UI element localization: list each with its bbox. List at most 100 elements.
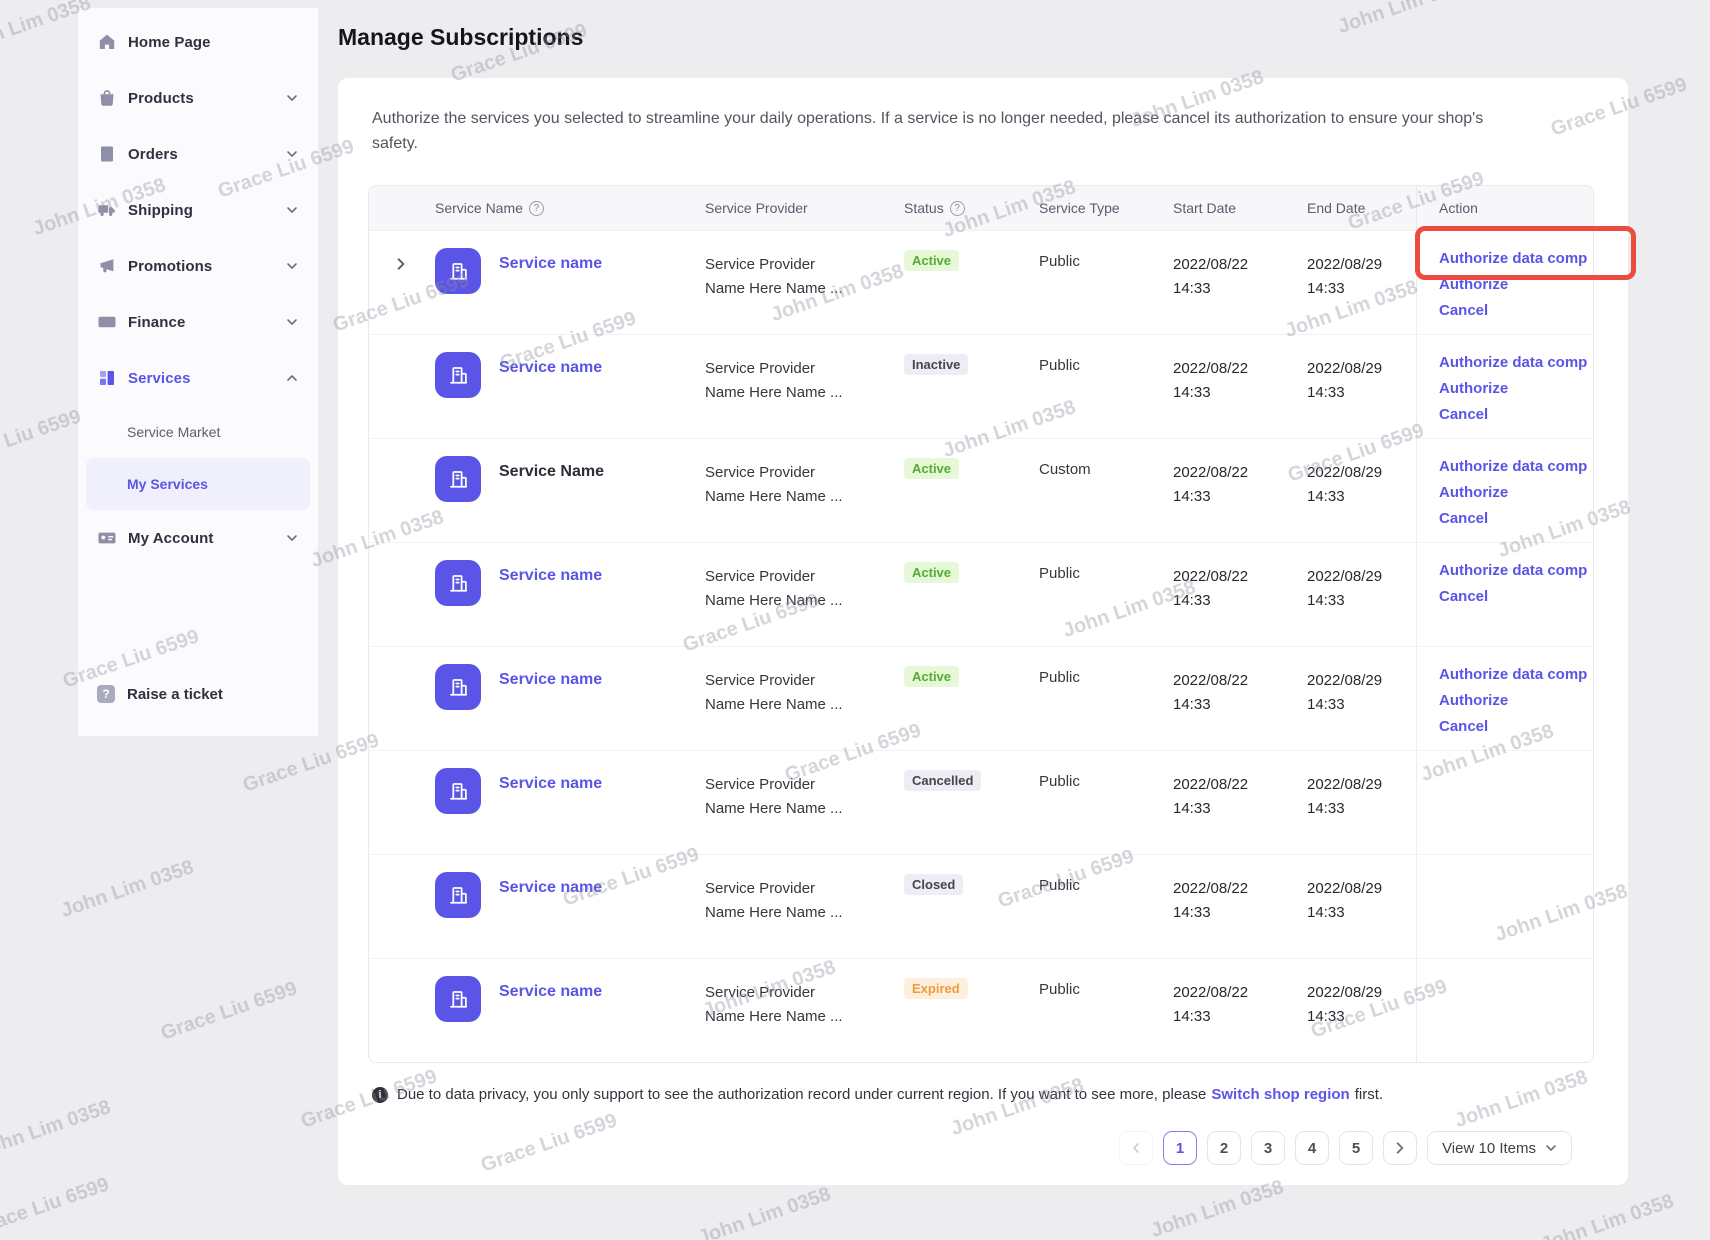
action-link-cancel[interactable]: Cancel [1439, 588, 1489, 605]
service-name-link[interactable]: Service name [499, 255, 603, 272]
action-link-cancel[interactable]: Cancel [1439, 406, 1489, 423]
megaphone-icon [97, 256, 117, 276]
watermark-text: Grace Liu 6599 [158, 977, 300, 1045]
service-building-icon [435, 664, 481, 710]
status-badge: Active [904, 458, 960, 479]
action-link-authorize[interactable]: Authorize [1439, 276, 1509, 293]
previous-page-button[interactable] [1119, 1131, 1154, 1165]
page-button-3[interactable]: 3 [1251, 1131, 1286, 1165]
orders-icon [97, 144, 117, 164]
info-icon: i [372, 1086, 388, 1103]
table-row: Service name Service Provider Name Here … [369, 542, 1593, 646]
status-badge: Active [904, 562, 960, 583]
action-link-authorize-data-comp[interactable]: Authorize data comp [1439, 562, 1588, 579]
ticket-question-icon: ? [97, 685, 115, 703]
services-icon [97, 368, 117, 388]
service-building-icon [435, 456, 481, 502]
action-cell [1416, 959, 1593, 1062]
start-date: 2022/08/22 14:33 [1173, 984, 1249, 1025]
start-date: 2022/08/22 14:33 [1173, 776, 1249, 817]
start-date: 2022/08/22 14:33 [1173, 568, 1249, 609]
service-provider: Service Provider Name Here Name ... [705, 672, 843, 713]
sidebar-item-services[interactable]: Services [78, 350, 318, 406]
service-name-link[interactable]: Service name [499, 567, 603, 584]
column-header-service-type: Service Type [1039, 200, 1120, 216]
service-building-icon [435, 872, 481, 918]
sidebar-item-shipping[interactable]: Shipping [78, 182, 318, 238]
sidebar-item-my-account[interactable]: My Account [78, 510, 318, 566]
help-icon[interactable]: ? [949, 200, 965, 216]
action-link-authorize[interactable]: Authorize [1439, 484, 1509, 501]
service-provider: Service Provider Name Here Name ... [705, 880, 843, 921]
action-link-authorize[interactable]: Authorize [1439, 380, 1509, 397]
page-title: Manage Subscriptions [338, 24, 584, 50]
sidebar-item-raise-ticket[interactable]: ? Raise a ticket [78, 672, 318, 716]
sidebar-item-orders[interactable]: Orders [78, 126, 318, 182]
table-row: Service name Service Provider Name Here … [369, 854, 1593, 958]
table-row: Service name Service Provider Name Here … [369, 334, 1593, 438]
service-type: Public [1039, 565, 1080, 582]
table-body: Service name Service Provider Name Here … [369, 230, 1593, 1062]
sidebar-item-finance[interactable]: Finance [78, 294, 318, 350]
privacy-note: i Due to data privacy, you only support … [372, 1086, 1383, 1103]
sidebar-item-home-page[interactable]: Home Page [78, 14, 318, 70]
end-date: 2022/08/29 14:33 [1307, 984, 1383, 1025]
truck-icon [97, 200, 117, 220]
service-provider: Service Provider Name Here Name ... [705, 256, 843, 297]
page-size-dropdown[interactable]: View 10 Items [1427, 1131, 1572, 1165]
end-date: 2022/08/29 14:33 [1307, 568, 1383, 609]
account-icon [97, 528, 117, 548]
action-cell: Authorize data comp Authorize Cancel [1416, 439, 1593, 542]
chevron-down-icon [286, 532, 298, 544]
card-icon [97, 312, 117, 332]
page-button-5[interactable]: 5 [1339, 1131, 1374, 1165]
action-link-authorize-data-comp[interactable]: Authorize data comp [1439, 458, 1588, 475]
action-link-authorize[interactable]: Authorize [1439, 692, 1509, 709]
sidebar-subitem-service-market[interactable]: Service Market [127, 424, 221, 440]
action-link-cancel[interactable]: Cancel [1439, 302, 1489, 319]
page-button-2[interactable]: 2 [1207, 1131, 1242, 1165]
action-link-authorize-data-comp[interactable]: Authorize data comp [1439, 250, 1588, 267]
help-icon[interactable]: ? [528, 200, 544, 216]
column-header-start-date: Start Date [1173, 200, 1237, 216]
sidebar-item-promotions[interactable]: Promotions [78, 238, 318, 294]
table-row: Service name Service Provider Name Here … [369, 958, 1593, 1062]
note-suffix: first. [1354, 1086, 1384, 1103]
expand-row-icon[interactable] [394, 258, 408, 275]
service-name-text: Service Name [499, 463, 604, 480]
page-button-4[interactable]: 4 [1295, 1131, 1330, 1165]
watermark-text: John Lim 0358 [695, 1183, 834, 1240]
service-provider: Service Provider Name Here Name ... [705, 776, 843, 817]
service-name-link[interactable]: Service name [499, 879, 603, 896]
start-date: 2022/08/22 14:33 [1173, 256, 1249, 297]
sidebar-subitem-my-services[interactable]: My Services [86, 458, 310, 510]
service-type: Public [1039, 773, 1080, 790]
end-date: 2022/08/29 14:33 [1307, 256, 1383, 297]
service-name-link[interactable]: Service name [499, 671, 603, 688]
table-row: Service name Service Provider Name Here … [369, 750, 1593, 854]
switch-shop-region-link[interactable]: Switch shop region [1211, 1086, 1350, 1103]
service-name-link[interactable]: Service name [499, 359, 603, 376]
column-header-end-date: End Date [1307, 200, 1366, 216]
service-building-icon [435, 976, 481, 1022]
action-cell: Authorize data comp Authorize Cancel [1416, 231, 1593, 334]
action-link-authorize-data-comp[interactable]: Authorize data comp [1439, 666, 1588, 683]
service-type: Public [1039, 877, 1080, 894]
action-link-cancel[interactable]: Cancel [1439, 718, 1489, 735]
page-button-1[interactable]: 1 [1163, 1131, 1198, 1165]
service-type: Public [1039, 357, 1080, 374]
chevron-down-icon [286, 316, 298, 328]
service-name-link[interactable]: Service name [499, 775, 603, 792]
service-name-link[interactable]: Service name [499, 983, 603, 1000]
subscriptions-table: Service Name ? Service Provider Status ?… [368, 185, 1594, 1063]
table-row: Service name Service Provider Name Here … [369, 646, 1593, 750]
action-link-authorize-data-comp[interactable]: Authorize data comp [1439, 354, 1588, 371]
table-row: Service name Service Provider Name Here … [369, 230, 1593, 334]
end-date: 2022/08/29 14:33 [1307, 776, 1383, 817]
sidebar-item-products[interactable]: Products [78, 70, 318, 126]
action-link-cancel[interactable]: Cancel [1439, 510, 1489, 527]
chevron-down-icon [286, 260, 298, 272]
next-page-button[interactable] [1383, 1131, 1418, 1165]
action-cell: Authorize data comp Cancel [1416, 543, 1593, 646]
